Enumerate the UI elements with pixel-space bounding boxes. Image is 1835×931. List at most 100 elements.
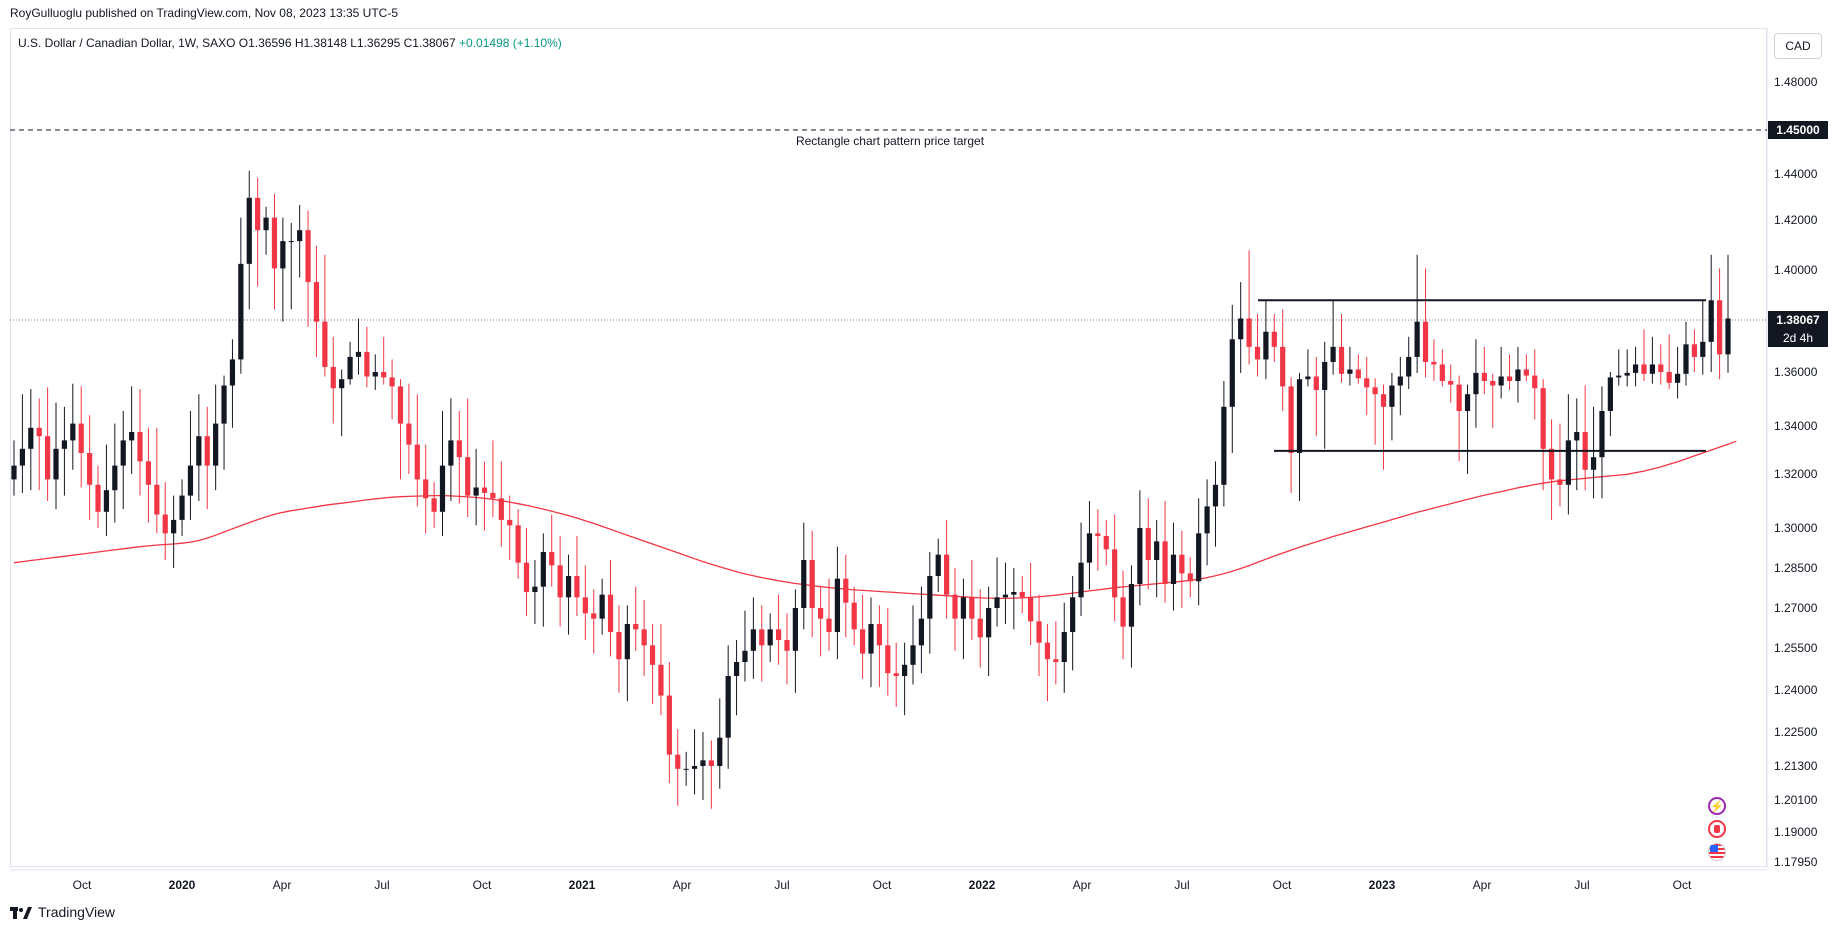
candle-body xyxy=(1574,432,1580,441)
candle-body xyxy=(355,351,362,357)
candle-body xyxy=(439,465,446,512)
candle-body xyxy=(969,597,975,619)
candle-body xyxy=(1548,448,1555,480)
candle-body xyxy=(700,760,706,766)
candle-body xyxy=(801,560,807,608)
candle-body xyxy=(490,492,496,499)
candle-body xyxy=(1120,597,1126,627)
candle-body xyxy=(221,385,227,424)
price-axis-label: 1.48000 xyxy=(1774,75,1818,89)
candle-body xyxy=(918,618,925,646)
candle-body xyxy=(364,351,370,377)
price-axis-label: 1.30000 xyxy=(1774,521,1818,535)
candle-body xyxy=(271,217,278,269)
price-axis-label: 1.17950 xyxy=(1774,855,1818,869)
candle-body xyxy=(1196,533,1202,582)
ohlc-high: H1.38148 xyxy=(294,36,347,50)
candle-body xyxy=(1246,318,1252,347)
candle-body xyxy=(448,440,454,466)
publisher-line: RoyGulluoglu published on TradingView.co… xyxy=(10,6,399,20)
candle-body xyxy=(1170,554,1177,584)
candle-body xyxy=(414,444,420,480)
candle-body xyxy=(792,608,798,651)
candle-body xyxy=(1128,584,1135,627)
candle-body xyxy=(1590,457,1597,470)
candle-body xyxy=(1498,376,1504,386)
candle-body xyxy=(288,241,294,243)
candle-body xyxy=(322,321,328,367)
candle-body xyxy=(1162,541,1168,584)
candle-body xyxy=(1565,440,1571,485)
candle-body xyxy=(456,440,462,458)
us-flag-icon[interactable] xyxy=(1708,843,1726,861)
candle-body xyxy=(1532,375,1538,389)
candle-body xyxy=(1212,484,1219,507)
candle-body xyxy=(1288,386,1294,453)
time-axis-label: Oct xyxy=(473,878,492,892)
candle-body xyxy=(1700,341,1706,357)
candle-body xyxy=(1011,592,1017,595)
time-axis-label: 2022 xyxy=(969,878,996,892)
candle-body xyxy=(297,230,303,242)
candle-body xyxy=(61,440,68,449)
candle-body xyxy=(540,552,546,587)
candle-body xyxy=(481,487,488,493)
candle-body xyxy=(339,379,345,389)
candle-body xyxy=(742,650,748,662)
candle-body xyxy=(1036,621,1042,643)
candle-body xyxy=(944,554,950,595)
currency-button[interactable]: CAD xyxy=(1774,33,1822,59)
candle-body xyxy=(557,565,563,598)
candle-body xyxy=(641,629,647,646)
candle-body xyxy=(280,241,286,269)
candle-body xyxy=(515,525,521,563)
candle-body xyxy=(406,423,412,445)
candle-body xyxy=(591,613,597,619)
candle-body xyxy=(675,754,681,769)
candle-body xyxy=(1221,406,1227,485)
candle-body xyxy=(187,465,194,496)
candle-body xyxy=(733,662,740,676)
candle-body xyxy=(565,576,572,598)
price-axis-label: 1.24000 xyxy=(1774,683,1818,697)
candle-body xyxy=(1364,378,1370,388)
candle-body xyxy=(708,760,714,766)
candle-body xyxy=(1002,594,1009,598)
candle-body xyxy=(1145,528,1151,560)
time-axis-label: Jul xyxy=(774,878,789,892)
lightning-icon[interactable]: ⚡ xyxy=(1708,797,1726,815)
candle-body xyxy=(633,624,639,630)
candle-body xyxy=(431,498,437,512)
candle-body xyxy=(1389,385,1395,407)
time-axis-label: Jul xyxy=(374,878,389,892)
candle-body xyxy=(229,359,236,386)
candle-body xyxy=(1187,573,1193,582)
target-price-label: 1.45000 xyxy=(1768,121,1828,139)
symbol-name[interactable]: U.S. Dollar / Canadian Dollar, 1W, SAXO xyxy=(18,36,236,50)
candle-body xyxy=(532,586,538,592)
price-axis-label: 1.22500 xyxy=(1774,725,1818,739)
candle-body xyxy=(255,197,261,231)
candle-body xyxy=(851,602,857,630)
candle-body xyxy=(759,629,765,646)
candle-body xyxy=(817,608,824,619)
price-axis-label: 1.19000 xyxy=(1774,825,1818,839)
ohlc-open: O1.36596 xyxy=(238,36,292,50)
candle-body xyxy=(1296,379,1303,453)
candle-body xyxy=(624,624,630,660)
price-change: +0.01498 (+1.10%) xyxy=(459,36,562,50)
candle-body xyxy=(196,436,202,466)
candle-body xyxy=(1154,541,1160,560)
candle-body xyxy=(1280,346,1286,387)
candle-body xyxy=(1406,356,1412,377)
canada-flag-icon[interactable] xyxy=(1708,820,1726,838)
candle-body xyxy=(775,629,782,640)
footer-brand[interactable]: TradingView xyxy=(38,904,116,920)
candle-body xyxy=(137,432,143,462)
candle-body xyxy=(1322,361,1328,390)
candle-body xyxy=(1338,346,1345,374)
candle-body xyxy=(1313,376,1319,390)
candle-body xyxy=(70,423,76,441)
candle-body xyxy=(179,495,185,520)
